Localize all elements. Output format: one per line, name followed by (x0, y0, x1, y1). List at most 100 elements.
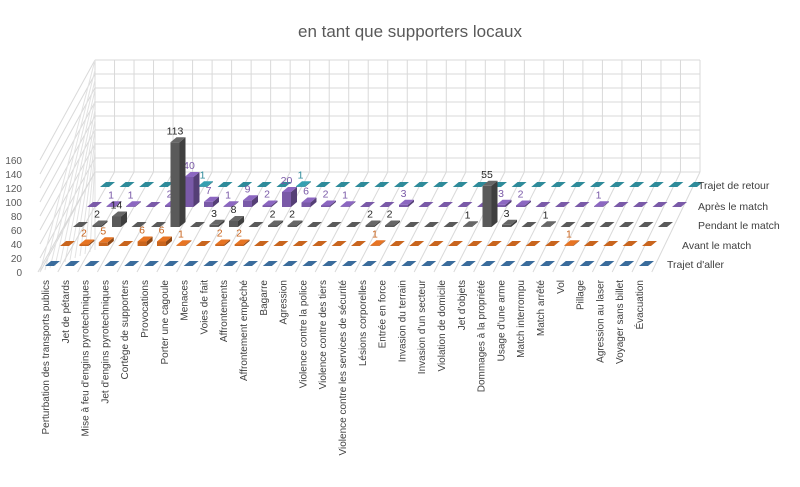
bar-top (652, 202, 668, 207)
bar (433, 182, 449, 187)
bar-front (541, 226, 550, 227)
gridline (39, 157, 96, 259)
series-label: Avant le match (682, 240, 751, 252)
category-label: Perturbation des transports publics (41, 280, 52, 435)
bar: 2 (516, 189, 531, 207)
category-label: Pillage (576, 280, 587, 310)
bar (658, 222, 673, 227)
bar-top (457, 202, 473, 207)
bar (448, 241, 463, 246)
bar-top (642, 241, 657, 246)
data-label: 2 (167, 189, 173, 201)
z-tick-label: 60 (11, 226, 23, 237)
bar (452, 182, 468, 187)
bar-top (511, 182, 527, 187)
bar-top (599, 261, 615, 266)
bar-front (204, 201, 213, 207)
bar-top (413, 182, 429, 187)
data-label: 7 (206, 185, 212, 197)
bar-top (204, 196, 219, 202)
data-label: 1 (372, 228, 378, 240)
bar (559, 261, 575, 266)
bar-top (64, 261, 80, 266)
bar: 2 (385, 209, 400, 227)
bar (486, 241, 502, 246)
bar-top (418, 202, 434, 207)
bar-front (112, 216, 121, 227)
chart-walls (37, 59, 701, 273)
gridline (473, 171, 525, 273)
gridline (37, 171, 96, 273)
bar-top (574, 202, 590, 207)
bar-top (433, 182, 449, 187)
data-label: 2 (264, 189, 270, 201)
bar-side (277, 220, 283, 227)
bar-side (349, 201, 356, 207)
data-label: 2 (236, 228, 242, 240)
bar (254, 241, 269, 246)
category-label: Violation de domicile (437, 280, 448, 372)
bar-front (215, 244, 225, 246)
bar (550, 182, 566, 187)
bar-top (124, 261, 140, 266)
bar-side (213, 196, 219, 207)
bar-side (550, 221, 556, 227)
bar-top (262, 261, 278, 266)
category-label: Violence contre des tiers (318, 280, 329, 389)
bar-top (540, 261, 555, 266)
bar (144, 261, 159, 266)
bar (418, 202, 434, 207)
gridline (54, 89, 96, 267)
bar: 1 (541, 209, 556, 227)
bar-top (443, 222, 459, 227)
z-tick-label: 160 (5, 156, 22, 167)
bar-top (648, 182, 664, 187)
bar-top (273, 241, 289, 246)
bar (203, 261, 219, 266)
bar-top (321, 200, 336, 206)
bar-front (106, 206, 116, 207)
bar-front (92, 225, 102, 227)
gridline (532, 171, 584, 273)
bar-top (580, 222, 595, 227)
bar-front (157, 241, 166, 246)
bar (579, 261, 595, 266)
bar-front (502, 224, 511, 227)
bar: 6 (137, 225, 153, 246)
data-label: 14 (111, 200, 123, 212)
bar-top (399, 199, 414, 205)
gridline (59, 99, 96, 265)
bar-top (500, 261, 516, 266)
bar (84, 261, 100, 266)
bar: 1 (463, 209, 478, 227)
bar-side (238, 216, 244, 227)
gridline (492, 171, 545, 273)
bar-top (157, 236, 172, 242)
z-axis: 0 20 40 60 80 100 120 140 160 (5, 156, 22, 279)
bar-top (237, 182, 253, 187)
bar-top (555, 202, 570, 207)
category-label: Porter une cagoule (160, 280, 171, 365)
bar-top (603, 241, 619, 246)
bar-side (107, 237, 114, 246)
gridline (314, 171, 369, 273)
data-label: 2 (94, 209, 100, 221)
data-label: 3 (211, 208, 217, 220)
bar (590, 182, 605, 187)
bar (163, 261, 179, 266)
bar-front (184, 177, 194, 207)
bar-top (688, 182, 703, 187)
bar-front (79, 244, 89, 246)
gridline (591, 171, 642, 273)
data-label: 1 (200, 169, 206, 181)
bar-top (315, 182, 331, 187)
bar-top (441, 261, 456, 266)
bar (346, 222, 361, 227)
bar-top (243, 195, 258, 201)
bar (262, 261, 278, 266)
bar-side (88, 239, 95, 246)
bar-side (101, 220, 108, 227)
bar-top (633, 202, 648, 207)
z-tick-label: 40 (11, 240, 23, 251)
